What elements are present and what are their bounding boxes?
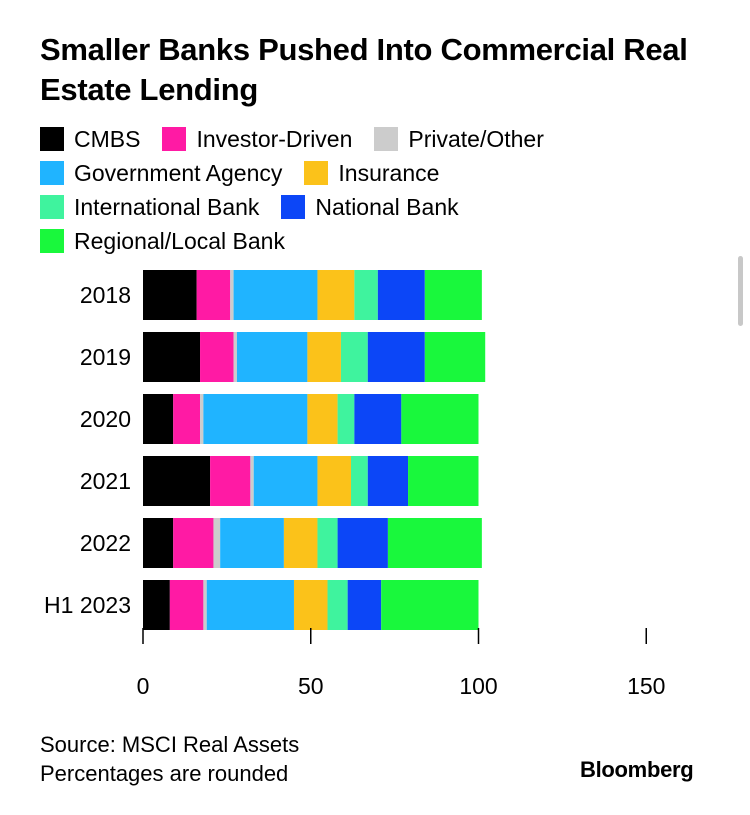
bar-segment-international-bank bbox=[337, 394, 355, 444]
legend-label-national-bank: National Bank bbox=[315, 193, 459, 220]
chart-title: Smaller Banks Pushed Into Commercial Rea… bbox=[40, 32, 688, 107]
stacked-bar-chart: 2018 2019 2020 2021 2022 H1 2023 0 50 100 150 bbox=[44, 270, 665, 699]
footer: Source: MSCI Real Assets Percentages are… bbox=[40, 730, 299, 788]
bar-segment-national-bank bbox=[337, 518, 388, 568]
bar-segment-national-bank bbox=[347, 580, 382, 630]
bar-segment-national-bank bbox=[354, 394, 402, 444]
bar-segment-investor-driven bbox=[210, 456, 251, 506]
bar-segment-government-agency bbox=[236, 332, 308, 382]
legend-row: Regional/Local Bank bbox=[40, 224, 700, 258]
bar-segment-cmbs bbox=[143, 456, 211, 506]
legend-row: Government Agency Insurance bbox=[40, 156, 700, 190]
bar-segment-insurance bbox=[293, 580, 328, 630]
legend-label-investor-driven: Investor-Driven bbox=[196, 125, 353, 152]
bar-segment-cmbs bbox=[143, 394, 174, 444]
scrollbar[interactable] bbox=[738, 256, 743, 326]
bar-segment-regional-local-bank bbox=[424, 332, 486, 382]
bar-segment-international-bank bbox=[354, 270, 378, 320]
bar-segment-international-bank bbox=[340, 332, 368, 382]
x-tick-label: 100 bbox=[459, 673, 497, 699]
bar-segment-regional-local-bank bbox=[381, 580, 479, 630]
bar-segment-private-other bbox=[230, 270, 234, 320]
source-note: Source: MSCI Real Assets bbox=[40, 732, 300, 757]
bar-segment-private-other bbox=[200, 394, 204, 444]
y-tick-label: H1 2023 bbox=[44, 592, 131, 618]
bar-segment-national-bank bbox=[377, 270, 425, 320]
bar-segment-investor-driven bbox=[173, 394, 201, 444]
bar-segment-government-agency bbox=[233, 270, 318, 320]
bar-segment-national-bank bbox=[367, 332, 425, 382]
bar-segment-private-other bbox=[250, 456, 254, 506]
bar-segment-international-bank bbox=[327, 580, 348, 630]
legend-label-international-bank: International Bank bbox=[74, 193, 260, 220]
rounding-note: Percentages are rounded bbox=[40, 761, 289, 786]
bar-segment-government-agency bbox=[206, 580, 294, 630]
bar-segment-cmbs bbox=[143, 580, 170, 630]
bar-segment-government-agency bbox=[220, 518, 284, 568]
y-tick-label: 2020 bbox=[80, 406, 131, 432]
legend-item-cmbs: CMBS bbox=[40, 126, 140, 153]
y-tick-label: 2022 bbox=[80, 530, 131, 556]
legend-item-national-bank: National Bank bbox=[281, 193, 459, 221]
legend-item-regional-local-bank: Regional/Local Bank bbox=[40, 228, 285, 255]
bar-segment-cmbs bbox=[143, 270, 197, 320]
bar-segment-government-agency bbox=[253, 456, 318, 506]
bar-segment-insurance bbox=[317, 270, 355, 320]
bar-segment-international-bank bbox=[351, 456, 368, 506]
bar-segment-regional-local-bank bbox=[401, 394, 479, 444]
legend-label-cmbs: CMBS bbox=[74, 125, 141, 152]
bar-segment-regional-local-bank bbox=[387, 518, 482, 568]
legend-item-international-bank: International Bank bbox=[40, 194, 259, 221]
bar-segment-private-other bbox=[203, 580, 207, 630]
legend-item-private-other: Private/Other bbox=[374, 126, 544, 153]
bar-segment-private-other bbox=[213, 518, 221, 568]
bar-segment-investor-driven bbox=[169, 580, 204, 630]
bar-segment-regional-local-bank bbox=[408, 456, 479, 506]
legend-swatch-international-bank bbox=[40, 195, 64, 219]
bar-segment-insurance bbox=[317, 456, 352, 506]
bar-segment-insurance bbox=[307, 332, 341, 382]
legend-label-regional-local-bank: Regional/Local Bank bbox=[74, 227, 285, 254]
legend-swatch-national-bank bbox=[281, 195, 306, 219]
legend-label-insurance: Insurance bbox=[338, 159, 440, 186]
bar-segment-international-bank bbox=[317, 518, 338, 568]
y-tick-label: 2021 bbox=[80, 468, 131, 494]
bar-segment-cmbs bbox=[143, 518, 174, 568]
legend-swatch-insurance bbox=[304, 161, 329, 185]
bloomberg-logo: Bloomberg bbox=[580, 757, 694, 782]
x-tick-label: 50 bbox=[298, 673, 324, 699]
legend-label-government-agency: Government Agency bbox=[74, 159, 283, 186]
y-tick-label: 2019 bbox=[80, 344, 131, 370]
bar-segment-cmbs bbox=[143, 332, 201, 382]
legend-row: International Bank National Bank bbox=[40, 190, 700, 224]
x-tick-label: 150 bbox=[627, 673, 665, 699]
y-tick-label: 2018 bbox=[80, 282, 131, 308]
legend-item-government-agency: Government Agency bbox=[40, 160, 282, 187]
bar-segment-private-other bbox=[233, 332, 237, 382]
bar-segment-regional-local-bank bbox=[424, 270, 482, 320]
bar-segment-national-bank bbox=[367, 456, 409, 506]
legend-item-investor-driven: Investor-Driven bbox=[162, 126, 352, 153]
bar-segment-investor-driven bbox=[173, 518, 214, 568]
legend-item-insurance: Insurance bbox=[304, 160, 439, 187]
legend-swatch-regional-local-bank bbox=[40, 229, 64, 253]
x-tick-label: 0 bbox=[137, 673, 150, 699]
bar-segment-insurance bbox=[283, 518, 318, 568]
bar-segment-investor-driven bbox=[196, 270, 231, 320]
legend-swatch-investor-driven bbox=[162, 127, 187, 151]
bar-segment-investor-driven bbox=[200, 332, 234, 382]
legend-label-private-other: Private/Other bbox=[408, 125, 544, 152]
legend-swatch-government-agency bbox=[40, 161, 64, 185]
legend: CMBS Investor-Driven Private/Other Gover… bbox=[40, 122, 700, 258]
legend-swatch-private-other bbox=[374, 127, 399, 151]
bar-segment-insurance bbox=[307, 394, 338, 444]
legend-swatch-cmbs bbox=[40, 127, 64, 151]
legend-row: CMBS Investor-Driven Private/Other bbox=[40, 122, 700, 156]
bar-segment-government-agency bbox=[203, 394, 308, 444]
